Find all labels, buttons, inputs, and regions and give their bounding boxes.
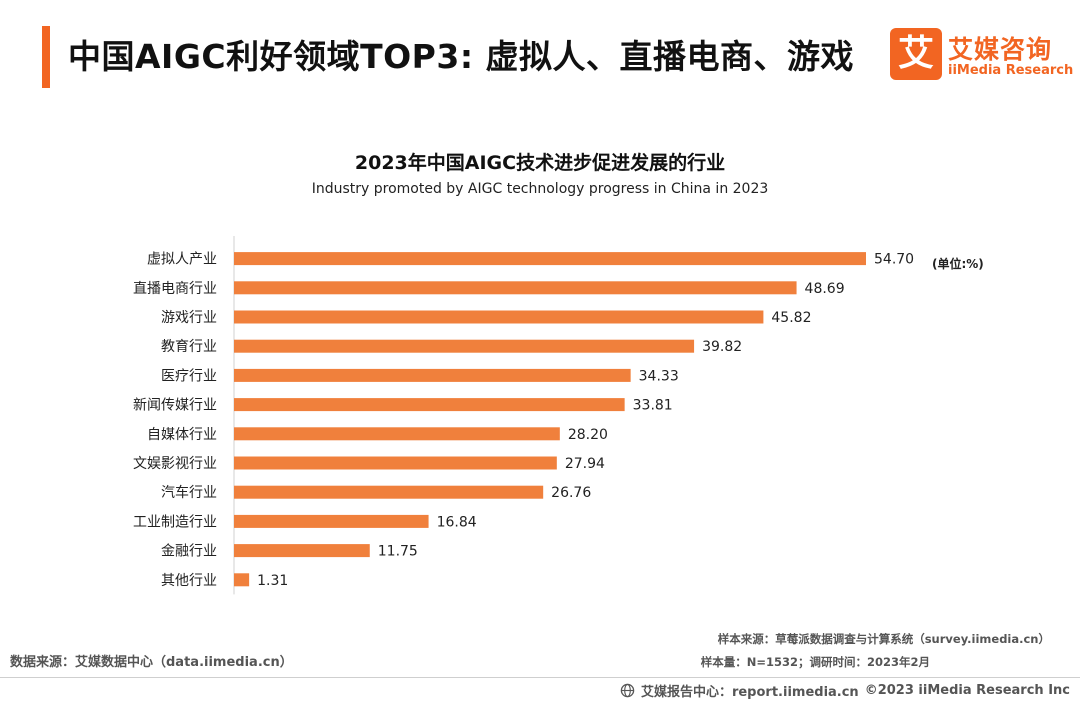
data-label: 34.33	[639, 368, 679, 384]
category-label: 文娱影视行业	[133, 456, 217, 472]
category-label: 虚拟人产业	[147, 252, 217, 268]
logo-mark: 艾	[890, 28, 942, 80]
data-source: 数据来源：艾媒数据中心（data.iimedia.cn）	[10, 655, 293, 670]
footer-divider	[0, 677, 1080, 678]
sample-size: 样本量：N=1532；调研时间：2023年2月	[700, 655, 930, 669]
data-label: 45.82	[771, 310, 811, 326]
bar	[234, 398, 625, 412]
data-label: 1.31	[257, 573, 288, 589]
data-label: 11.75	[378, 544, 418, 560]
data-label: 54.70	[874, 252, 914, 268]
bar-chart: 虚拟人产业 54.70 直播电商行业 48.69 游戏行业 45.82 教育行业 39.82 医…	[133, 236, 914, 595]
chart-subtitle: Industry promoted by AIGC technology pro…	[311, 181, 769, 197]
iimedia-logo: 艾 艾媒咨询 iiMedia Research	[890, 28, 1073, 82]
bar	[234, 485, 544, 499]
sample-source: 样本来源：草莓派数据调查与计算系统（survey.iimedia.cn）	[717, 632, 1050, 646]
bar	[234, 544, 370, 558]
data-label: 33.81	[633, 398, 673, 414]
bar	[234, 573, 250, 587]
report-center: 艾媒报告中心：report.iimedia.cn	[640, 685, 859, 700]
data-label: 16.84	[437, 514, 477, 530]
category-label: 汽车行业	[161, 484, 217, 501]
category-label: 其他行业	[161, 573, 217, 589]
globe-icon	[620, 683, 635, 698]
data-label: 39.82	[702, 339, 742, 355]
logo-name-en: iiMedia Research	[948, 63, 1074, 78]
category-label: 直播电商行业	[133, 280, 217, 297]
data-label: 28.20	[568, 427, 608, 443]
category-label: 教育行业	[161, 339, 217, 355]
bar	[234, 310, 764, 324]
copyright: ©2023 iiMedia Research Inc	[864, 683, 1070, 698]
bar	[234, 514, 429, 528]
chart-title: 2023年中国AIGC技术进步促进发展的行业	[354, 152, 726, 174]
page-title: 中国AIGC利好领域TOP3: 虚拟人、直播电商、游戏	[68, 37, 855, 76]
bar	[234, 456, 557, 470]
data-label: 26.76	[551, 485, 591, 501]
unit-label: (单位:%)	[932, 257, 984, 271]
bar	[234, 252, 866, 266]
category-label: 自媒体行业	[147, 427, 217, 443]
category-label: 游戏行业	[161, 310, 217, 326]
category-label: 金融行业	[161, 544, 217, 560]
bar	[234, 339, 695, 353]
footer-bar: 艾媒报告中心：report.iimedia.cn ©2023 iiMedia R…	[620, 681, 1070, 700]
category-label: 医疗行业	[161, 368, 217, 384]
category-label: 新闻传媒行业	[133, 398, 217, 414]
logo-name-cn: 艾媒咨询	[948, 35, 1053, 64]
bar	[234, 368, 631, 382]
bar	[234, 427, 560, 441]
data-label: 27.94	[565, 456, 605, 472]
data-label: 48.69	[805, 281, 845, 297]
category-label: 工业制造行业	[133, 514, 217, 530]
title-accent-bar	[42, 26, 50, 88]
bar	[234, 281, 797, 295]
